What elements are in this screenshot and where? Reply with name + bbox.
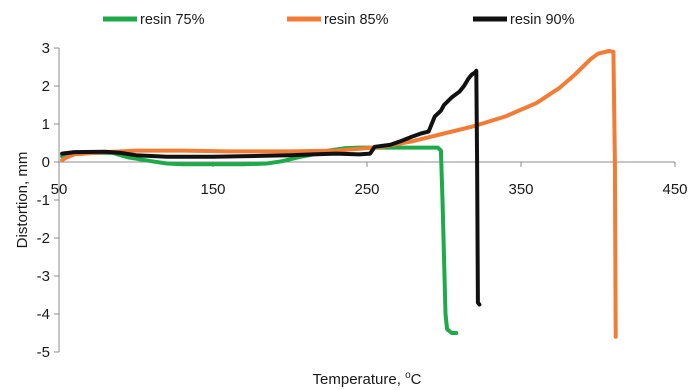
y-tick-label: -3 <box>37 268 50 285</box>
y-axis-title: Distortion, mm <box>14 152 31 249</box>
y-tick-label: -1 <box>37 192 50 209</box>
legend-label-resin-85: resin 85% <box>324 12 389 28</box>
y-tick-label: 0 <box>42 154 50 171</box>
series-layer <box>60 49 618 339</box>
legend-label-resin-90: resin 90% <box>510 12 575 28</box>
series-line-resin-85 <box>60 49 618 339</box>
x-axis-title-main: Temperature, <box>313 371 406 388</box>
x-tick-label: 50 <box>51 181 68 198</box>
y-tick-label: -4 <box>37 306 50 323</box>
x-tick-label: 250 <box>354 181 379 198</box>
x-tick-group: 50 150 250 350 450 <box>51 162 688 198</box>
x-axis-title-degree: o <box>405 370 411 381</box>
y-tick-group: 3 2 1 0 -1 -2 -3 -4 -5 <box>37 40 59 361</box>
x-axis-title: Temperature, oC <box>313 370 422 388</box>
series-line-resin-90 <box>60 68 482 307</box>
y-tick-label: 1 <box>42 116 50 133</box>
y-tick-label: -5 <box>37 344 50 361</box>
x-axis-title-unit: C <box>411 371 422 388</box>
y-tick-label: -2 <box>37 230 50 247</box>
y-tick-label: 2 <box>42 78 50 95</box>
legend-label-resin-75: resin 75% <box>140 12 205 28</box>
x-tick-label: 350 <box>508 181 533 198</box>
legend: resin 75% resin 85% resin 90% <box>103 12 575 28</box>
x-tick-label: 450 <box>662 181 687 198</box>
series-line-resin-75 <box>60 145 459 335</box>
x-tick-label: 150 <box>200 181 225 198</box>
y-tick-label: 3 <box>42 40 50 57</box>
